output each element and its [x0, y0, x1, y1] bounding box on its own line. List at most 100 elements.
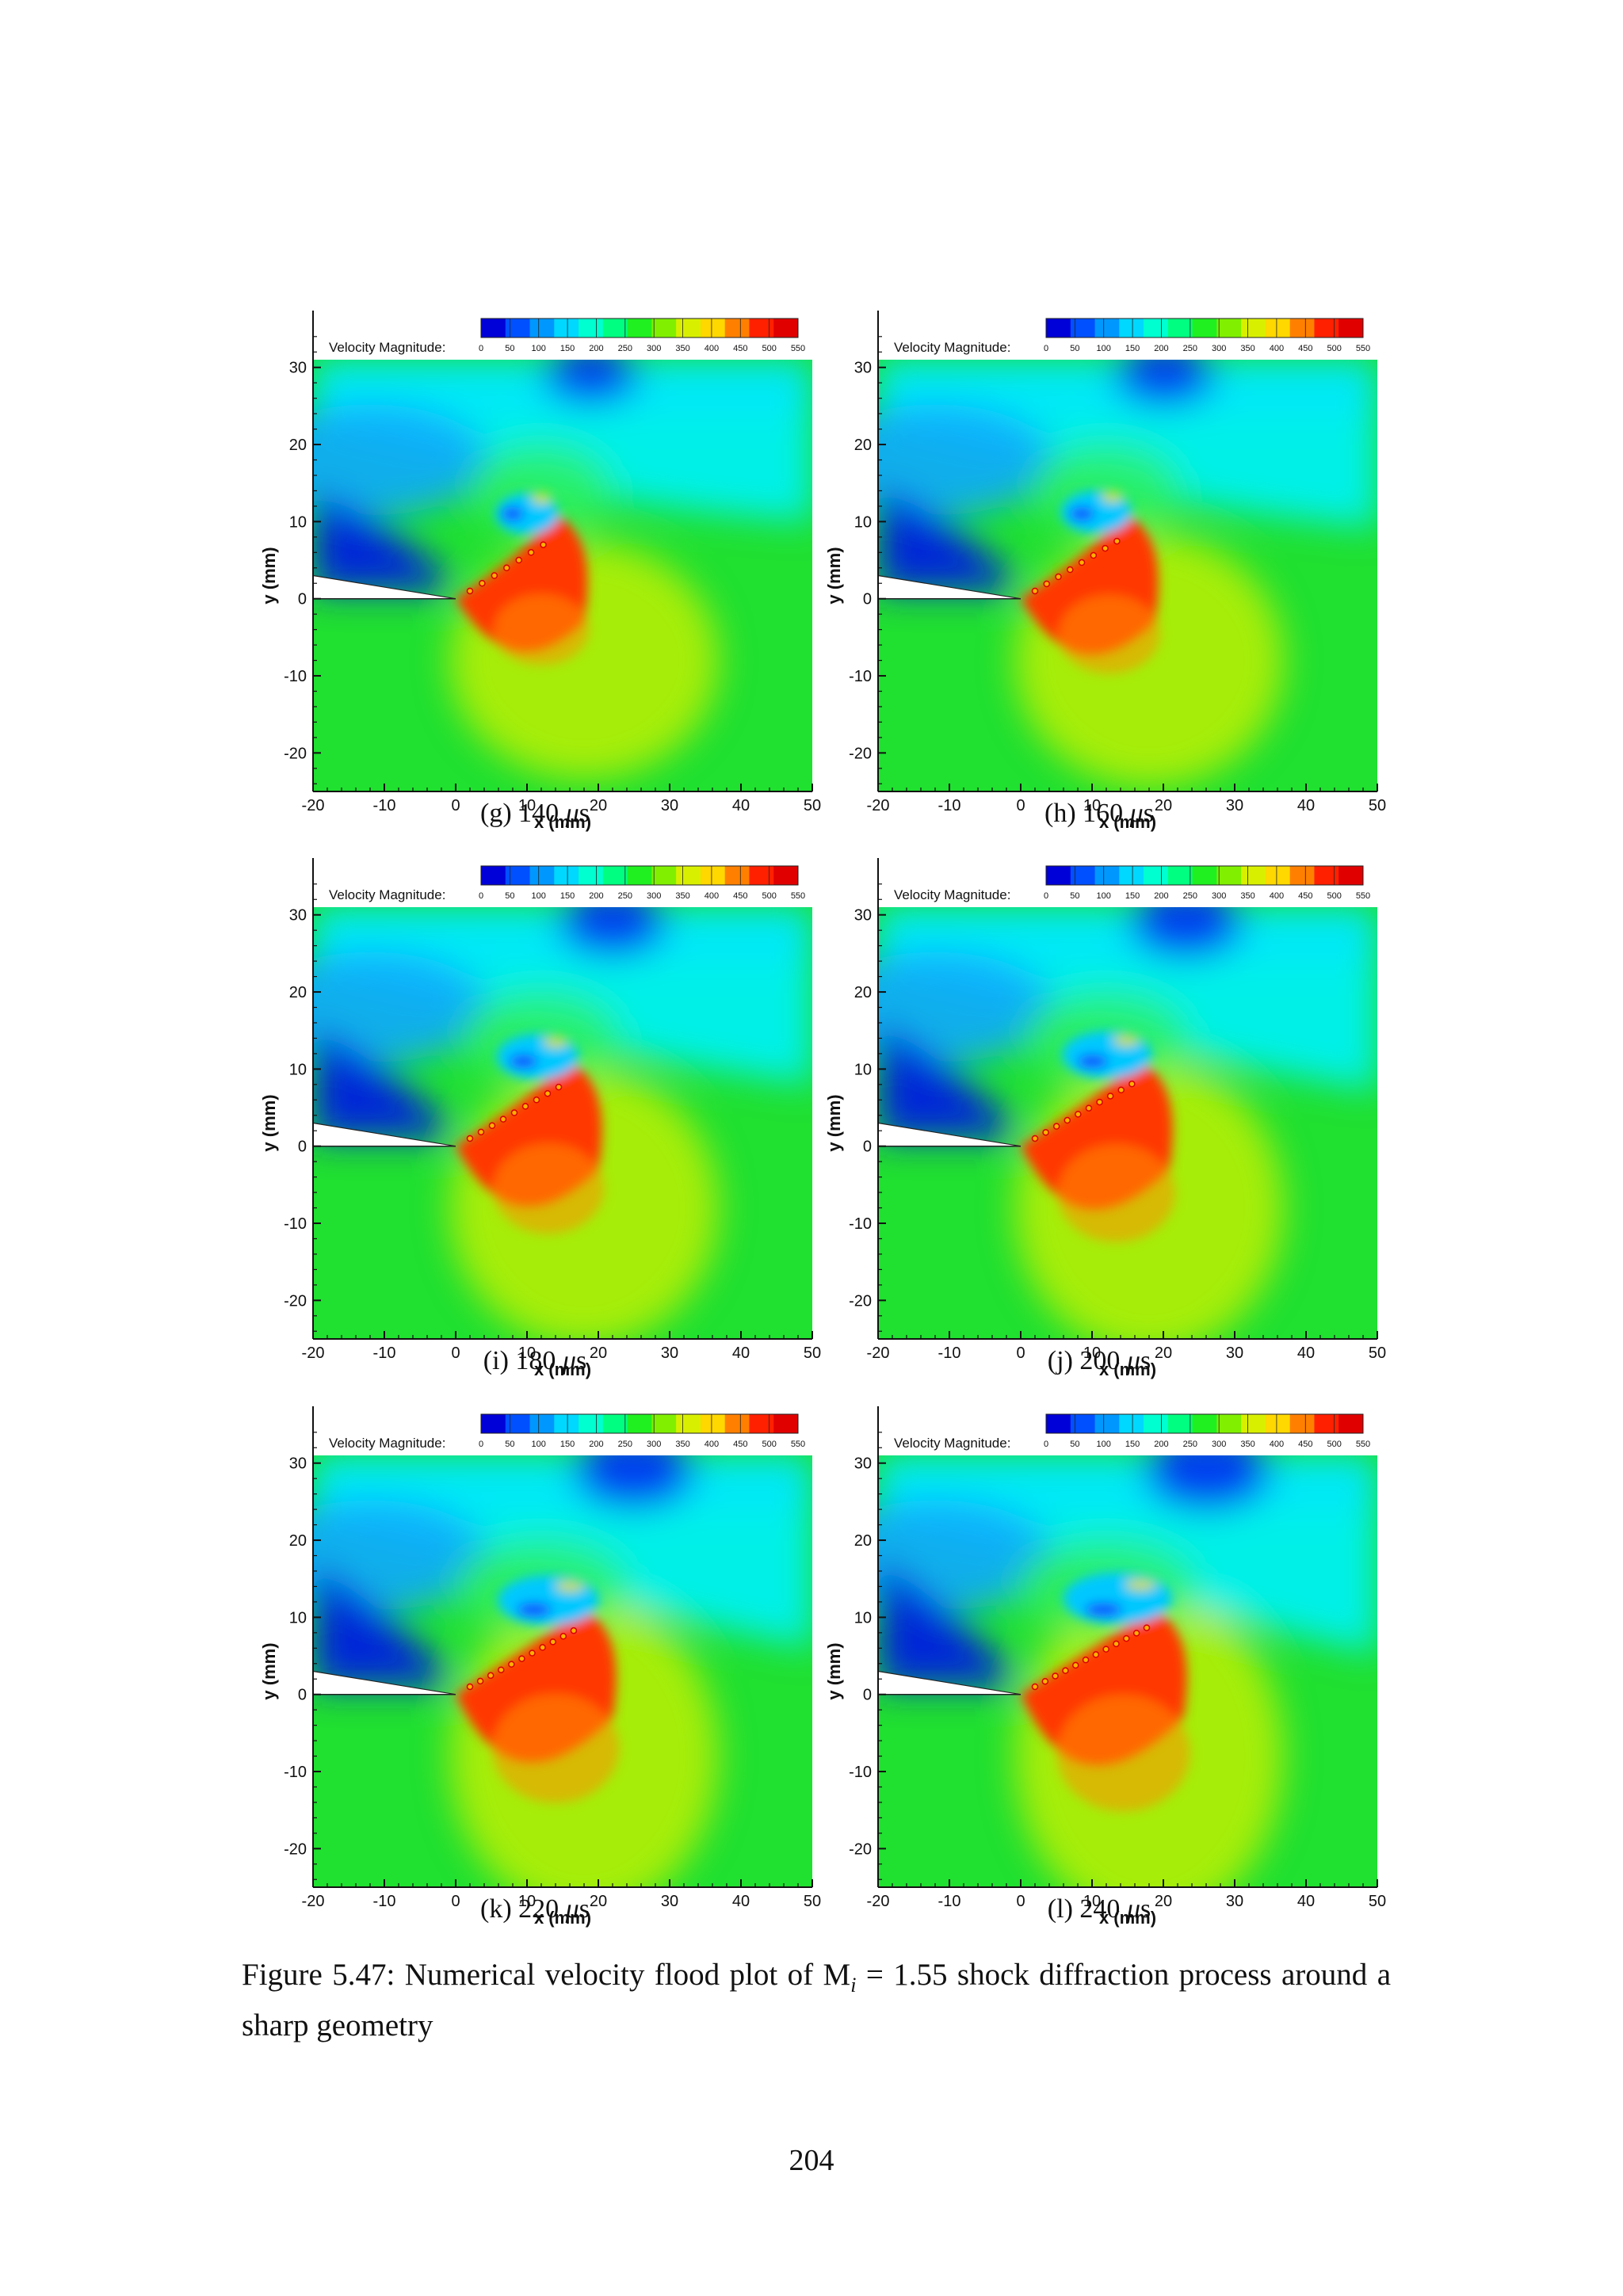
- colorbar-swatch: [529, 1414, 555, 1433]
- colorbar-swatch: [481, 318, 506, 338]
- x-tick-label: -20: [302, 1893, 325, 1910]
- colorbar-swatch: [602, 318, 628, 338]
- colorbar-title: Velocity Magnitude:: [894, 887, 1010, 902]
- colorbar-swatch: [1094, 1414, 1120, 1433]
- colorbar-swatch: [505, 318, 531, 338]
- colorbar-swatch: [749, 318, 774, 338]
- colorbar-level: 550: [791, 891, 805, 901]
- colorbar-level: 50: [505, 344, 514, 353]
- caption-subscript: i: [850, 1973, 857, 1997]
- y-tick-label: 20: [854, 1532, 872, 1550]
- colorbar-swatch: [724, 1414, 750, 1433]
- x-tick-label: 0: [1016, 1893, 1025, 1910]
- y-axis-label: y (mm): [824, 547, 844, 604]
- page-number: 204: [789, 2144, 834, 2177]
- x-tick-label: 10: [518, 1893, 536, 1910]
- time-unit: s: [575, 1346, 587, 1375]
- geometry-wedge: [878, 575, 1021, 599]
- y-tick-label: 0: [298, 1687, 307, 1704]
- colorbar-swatch: [1070, 318, 1096, 338]
- y-tick-label: -20: [849, 745, 872, 762]
- colorbar-level: 200: [1154, 1440, 1168, 1449]
- colorbar-swatch: [579, 866, 604, 885]
- y-tick-label: -10: [284, 668, 307, 685]
- x-tick-label: 30: [661, 797, 678, 814]
- colorbar-level: 300: [1212, 344, 1226, 353]
- colorbar-level: 100: [532, 891, 546, 901]
- colorbar-swatch: [602, 1414, 628, 1433]
- colorbar-swatch: [505, 1414, 531, 1433]
- x-tick-label: 0: [451, 1344, 460, 1362]
- velocity-field: [313, 907, 812, 1339]
- geometry-wedge: [313, 575, 456, 599]
- y-axis-label: y (mm): [824, 1642, 844, 1699]
- y-axis-label: y (mm): [824, 1094, 844, 1151]
- colorbar-level: 300: [647, 344, 661, 353]
- x-tick-label: 20: [590, 797, 607, 814]
- colorbar-level: 300: [1212, 891, 1226, 901]
- colorbar-level: 150: [560, 891, 575, 901]
- colorbar-level: 350: [1240, 344, 1254, 353]
- colorbar-level: 100: [532, 344, 546, 353]
- y-tick-label: -10: [849, 1215, 872, 1233]
- x-tick-label: 10: [518, 797, 536, 814]
- x-tick-label: 20: [1155, 797, 1172, 814]
- colorbar-level: 400: [705, 344, 719, 353]
- colorbar-swatch: [1338, 866, 1364, 885]
- x-axis-label: x (mm): [534, 812, 591, 832]
- colorbar-swatch: [1314, 866, 1339, 885]
- colorbar-level: 0: [1044, 344, 1048, 353]
- colorbar-swatch: [1289, 1414, 1315, 1433]
- velocity-field: [878, 1455, 1377, 1887]
- colorbar-swatch: [773, 318, 799, 338]
- colorbar-level: 350: [1240, 891, 1254, 901]
- y-tick-label: 20: [854, 437, 872, 454]
- colorbar-swatch: [1119, 318, 1144, 338]
- x-tick-label: 20: [590, 1344, 607, 1362]
- x-tick-label: 50: [804, 797, 821, 814]
- colorbar-level: 450: [733, 891, 747, 901]
- subfigure-caption: (g) 140 μs: [337, 799, 733, 829]
- colorbar-swatch: [554, 866, 579, 885]
- y-tick-label: 10: [289, 513, 307, 531]
- colorbar-level: 300: [647, 1440, 661, 1449]
- colorbar-level: 300: [1212, 1440, 1226, 1449]
- y-tick-label: -10: [849, 668, 872, 685]
- colorbar-swatch: [1265, 1414, 1291, 1433]
- colorbar-level: 450: [733, 344, 747, 353]
- y-tick-label: -10: [284, 1215, 307, 1233]
- x-tick-label: 30: [1226, 797, 1243, 814]
- colorbar-swatch: [602, 866, 628, 885]
- colorbar-level: 100: [532, 1440, 546, 1449]
- time-unit: s: [1140, 1346, 1151, 1375]
- subfigure-caption: (k) 220 μs: [337, 1894, 733, 1924]
- colorbar-swatch: [676, 318, 701, 338]
- shear-layer-vortices: [1031, 1624, 1151, 1691]
- x-tick-label: 40: [732, 797, 750, 814]
- colorbar-level: 0: [479, 891, 483, 901]
- colorbar-level: 200: [1154, 891, 1168, 901]
- y-tick-label: 10: [854, 513, 872, 531]
- subfigure-caption: (l) 240 μs: [901, 1894, 1297, 1924]
- x-axis-label: x (mm): [534, 1360, 591, 1379]
- x-tick-label: -10: [373, 1344, 396, 1362]
- x-tick-label: 0: [451, 1893, 460, 1910]
- x-tick-label: 50: [1369, 1344, 1386, 1362]
- y-tick-label: 30: [854, 1455, 872, 1473]
- x-axis-label: x (mm): [1099, 1908, 1156, 1928]
- colorbar-swatch: [651, 1414, 677, 1433]
- colorbar-swatch: [700, 866, 726, 885]
- y-tick-label: -20: [284, 745, 307, 762]
- colorbar-level: 250: [1183, 1440, 1197, 1449]
- colorbar-swatch: [627, 318, 652, 338]
- colorbar-level: 0: [479, 1440, 483, 1449]
- colorbar-level: 250: [618, 891, 632, 901]
- subfigure-label: (g) 140: [480, 799, 566, 828]
- colorbar-swatch: [773, 866, 799, 885]
- x-tick-label: 50: [1369, 797, 1386, 814]
- time-unit: s: [579, 799, 590, 828]
- colorbar-swatch: [1314, 1414, 1339, 1433]
